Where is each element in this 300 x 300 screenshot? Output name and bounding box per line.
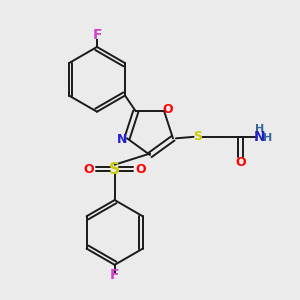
Text: F: F xyxy=(92,28,102,42)
Text: S: S xyxy=(194,130,202,143)
Text: F: F xyxy=(110,268,119,282)
Text: S: S xyxy=(109,162,120,177)
Text: N: N xyxy=(254,130,266,144)
Text: H: H xyxy=(255,124,264,134)
Text: O: O xyxy=(135,163,146,176)
Text: O: O xyxy=(163,103,173,116)
Text: O: O xyxy=(84,163,94,176)
Text: O: O xyxy=(236,156,246,169)
Text: N: N xyxy=(116,133,127,146)
Text: H: H xyxy=(263,133,273,143)
